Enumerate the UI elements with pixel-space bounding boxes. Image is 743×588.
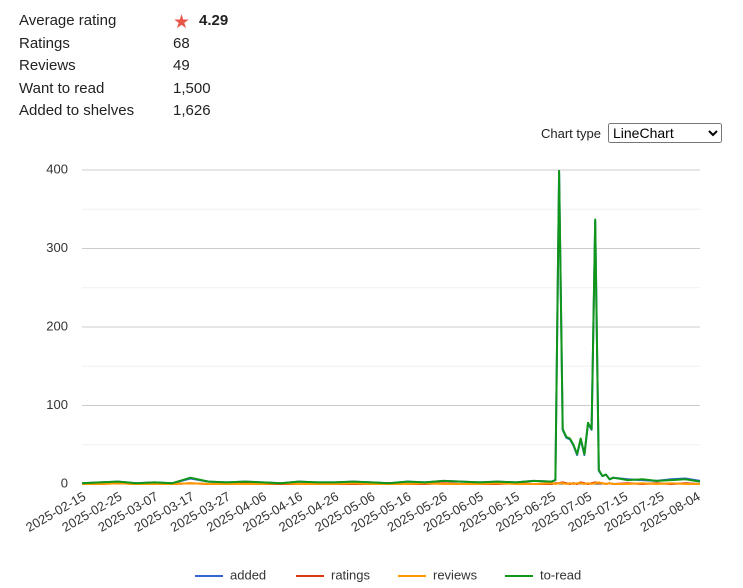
series-line (82, 481, 700, 485)
stat-value: 68 (173, 35, 190, 52)
legend-label: added (230, 567, 266, 582)
stat-value: 1,626 (173, 102, 211, 119)
y-tick-label: 0 (61, 475, 68, 490)
chart-type-label: Chart type (541, 126, 601, 141)
legend-label: reviews (433, 567, 478, 582)
y-tick-label: 100 (46, 397, 68, 412)
y-tick-label: 400 (46, 161, 68, 176)
stat-label: Reviews (19, 57, 76, 74)
y-tick-label: 300 (46, 240, 68, 255)
series-line (81, 171, 701, 485)
stat-label: Ratings (19, 35, 70, 52)
stat-label: Want to read (19, 80, 105, 97)
star-icon: ★ (173, 12, 191, 33)
stat-label: Average rating (19, 12, 117, 29)
stat-label: Added to shelves (19, 102, 135, 119)
legend-label: to-read (540, 567, 581, 582)
y-tick-label: 200 (46, 318, 68, 333)
series-line (81, 169, 701, 485)
stat-value: 49 (173, 57, 190, 74)
stat-value: 1,500 (173, 80, 211, 97)
chart-type-select[interactable]: LineChart (608, 123, 722, 143)
legend-label: ratings (331, 567, 371, 582)
stat-value: 4.29 (199, 12, 229, 29)
chart-type-control: Chart type LineChart (541, 123, 722, 143)
